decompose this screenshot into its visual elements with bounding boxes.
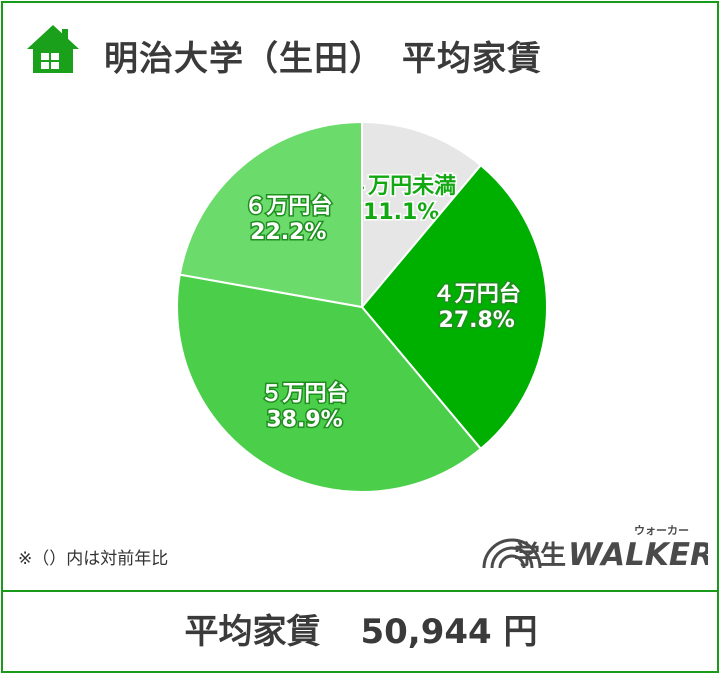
pie-label-1: ４万円台 bbox=[433, 281, 521, 307]
pie-value-2: 38.9% bbox=[266, 407, 342, 432]
pie-slice-0 bbox=[361, 120, 483, 310]
pie-label-0: ４万円未満 bbox=[346, 173, 456, 199]
pie-slice-2 bbox=[176, 273, 483, 493]
svg-text:学生: 学生 bbox=[514, 540, 566, 571]
pie-slice-1 bbox=[360, 163, 548, 451]
pie-value-1: 27.8% bbox=[439, 308, 515, 333]
footer-divider bbox=[1, 590, 719, 592]
house-icon bbox=[27, 25, 79, 73]
svg-text:ウォーカー: ウォーカー bbox=[634, 524, 689, 537]
pie-value-3: 22.2% bbox=[250, 220, 326, 245]
gakusei-walker-logo: 学生 WALKER ウォーカー bbox=[482, 524, 708, 573]
average-rent-label: 平均家賃 bbox=[184, 612, 321, 652]
pie-slice-3 bbox=[178, 120, 363, 309]
svg-text:WALKER: WALKER bbox=[568, 537, 708, 573]
footnote: ※（）内は対前年比 bbox=[18, 549, 169, 569]
average-rent-value: 50,944 円 bbox=[360, 612, 538, 652]
average-rent: 平均家賃 50,944 円 bbox=[0, 604, 722, 653]
page-title: 明治大学（生田） 平均家賃 bbox=[104, 39, 542, 79]
pie-label-2: ５万円台 bbox=[261, 380, 349, 406]
pie-label-3: ６万円台 bbox=[244, 193, 332, 219]
pie-value-0: 11.1% bbox=[363, 200, 439, 225]
